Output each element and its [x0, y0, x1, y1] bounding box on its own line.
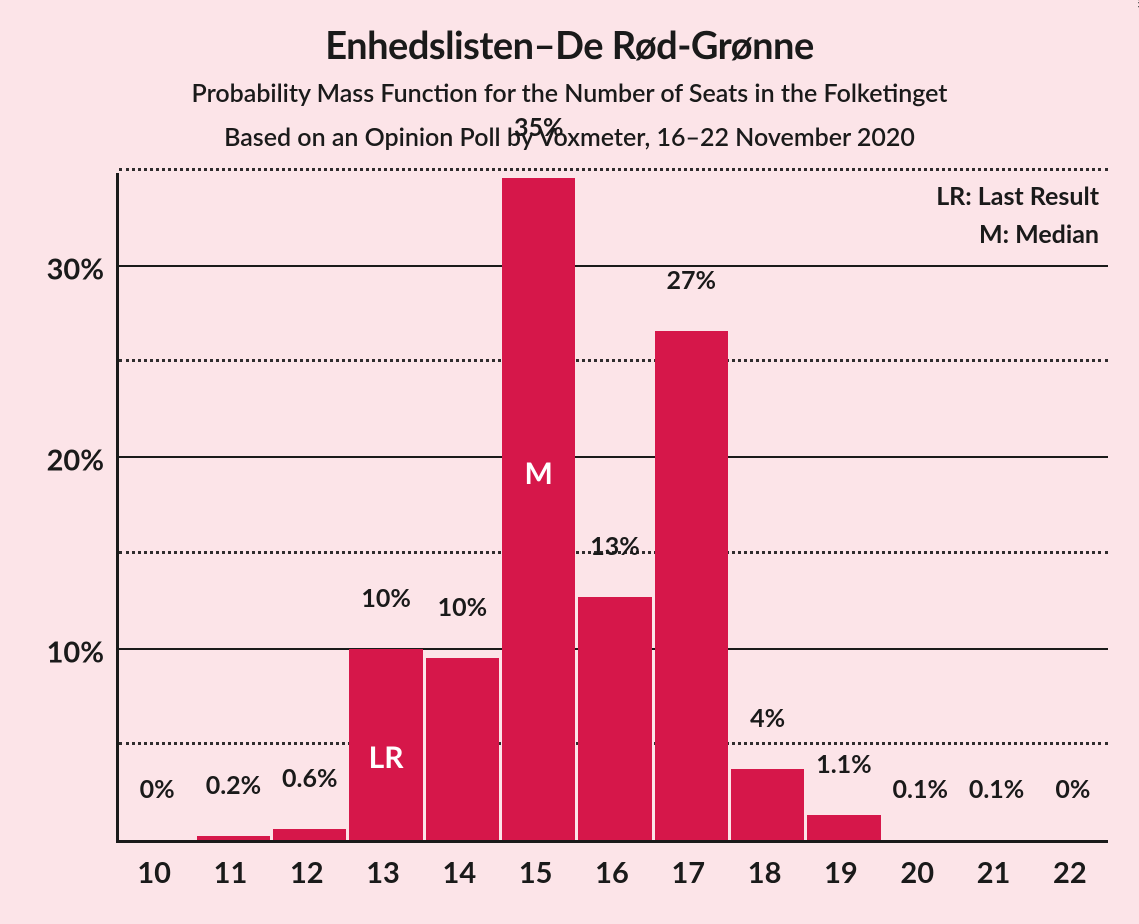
bar-value-label: 35%: [514, 112, 564, 142]
y-axis-label: 10%: [47, 634, 104, 669]
bar-chart: 0%0.2%0.6%LR10%10%M35%13%27%4%1.1%0.1%0.…: [116, 173, 1108, 843]
bar-value-label: 0%: [1055, 774, 1090, 804]
x-axis-label: 14: [443, 855, 477, 890]
bar-value-label: 0.1%: [893, 774, 948, 804]
x-axis-label: 10: [137, 855, 171, 890]
plot-area: 0%0.2%0.6%LR10%10%M35%13%27%4%1.1%0.1%0.…: [116, 173, 1108, 843]
bar-value-label: 13%: [590, 531, 640, 561]
bar: [197, 836, 270, 840]
bar-value-label: 0.6%: [282, 763, 337, 793]
bar: [731, 769, 804, 840]
y-axis-label: 30%: [47, 251, 104, 286]
y-axis-label: 20%: [47, 443, 104, 478]
bar-marker-m: M: [502, 455, 575, 491]
gridline-major: [119, 265, 1108, 267]
x-axis-label: 17: [671, 855, 705, 890]
x-axis-label: 16: [595, 855, 629, 890]
bar: M: [502, 178, 575, 840]
gridline-minor: [119, 359, 1108, 362]
x-axis-label: 12: [290, 855, 324, 890]
x-axis-label: 18: [748, 855, 782, 890]
x-axis-label: 22: [1053, 855, 1087, 890]
bar-value-label: 0%: [140, 774, 175, 804]
bar-value-label: 0.2%: [206, 770, 261, 800]
bar-value-label: 0.1%: [969, 774, 1024, 804]
bar-value-label: 4%: [750, 703, 785, 733]
bar: [655, 331, 728, 840]
chart-title: Enhedslisten–De Rød-Grønne: [0, 22, 1139, 68]
chart-subtitle-2: Based on an Opinion Poll by Voxmeter, 16…: [0, 122, 1139, 152]
bar: [807, 815, 880, 840]
x-axis-label: 13: [366, 855, 400, 890]
bar-marker-lr: LR: [349, 739, 422, 775]
bar: [273, 829, 346, 840]
bar-value-label: 1.1%: [816, 749, 871, 779]
bar-value-label: 10%: [438, 592, 488, 622]
x-axis-label: 20: [900, 855, 934, 890]
bar: [426, 658, 499, 840]
x-axis-label: 19: [824, 855, 858, 890]
bar-value-label: 27%: [667, 265, 717, 295]
x-axis-label: 15: [519, 855, 553, 890]
bar-value-label: 10%: [361, 583, 411, 613]
chart-subtitle-1: Probability Mass Function for the Number…: [0, 78, 1139, 108]
copyright-text: © 2020 Filip van Laenen: [1135, 0, 1139, 8]
bar: [578, 597, 651, 840]
gridline-major: [119, 456, 1108, 458]
x-axis-label: 21: [977, 855, 1011, 890]
gridline-minor: [119, 168, 1108, 171]
x-axis-label: 11: [214, 855, 248, 890]
bar: LR: [349, 649, 422, 840]
